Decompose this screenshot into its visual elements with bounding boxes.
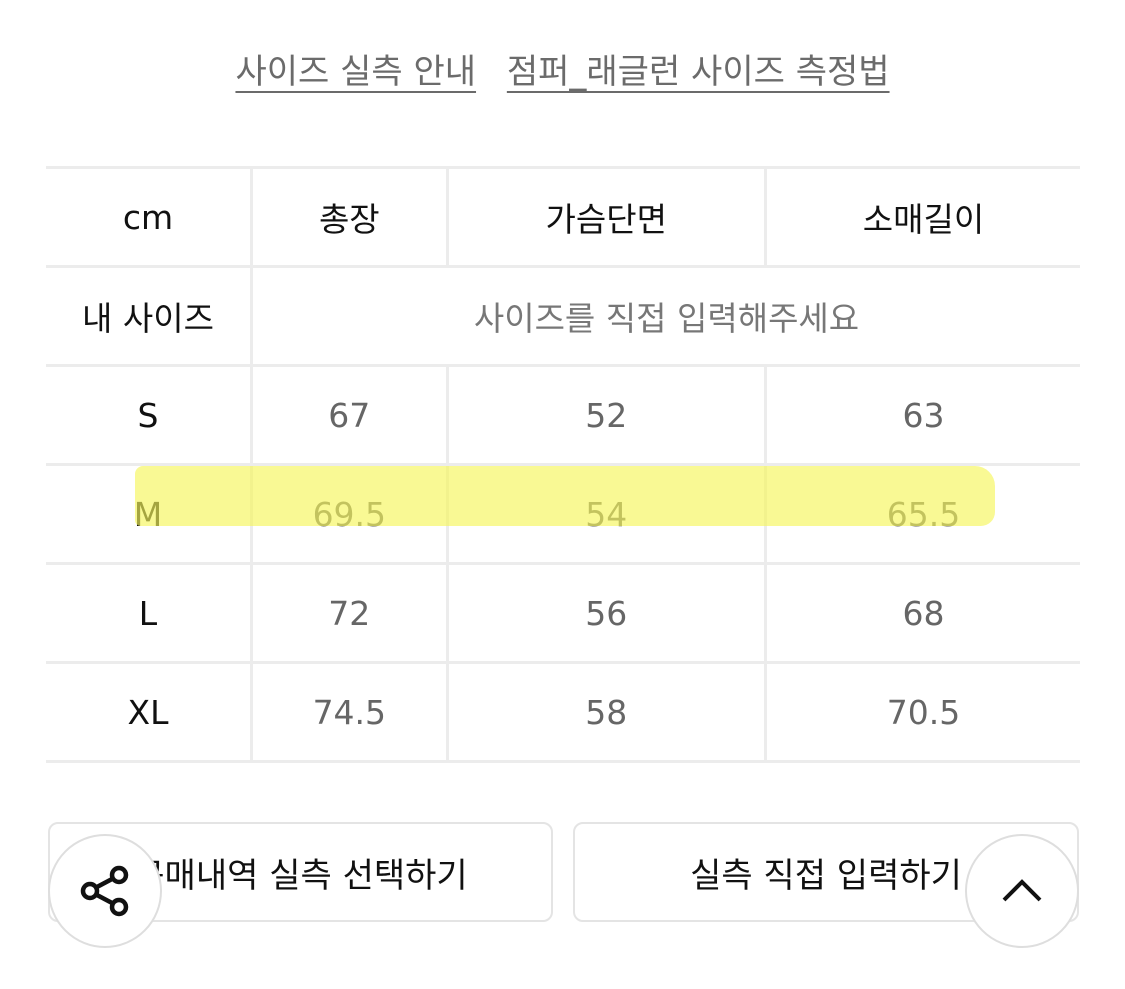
table-cell: 69.5: [250, 463, 449, 565]
table-row: XL 74.5 58 70.5: [46, 661, 1080, 763]
button-label: 구매내역 실측 선택하기: [133, 855, 468, 896]
button-label: 실측 직접 입력하기: [690, 855, 962, 896]
my-size-row: 내 사이즈 사이즈를 직접 입력해주세요: [46, 265, 1080, 367]
column-header: 소매길이: [763, 166, 1080, 268]
size-label: M: [46, 463, 253, 565]
table-cell: 74.5: [250, 661, 449, 763]
measure-method-link[interactable]: 점퍼_래글런 사이즈 측정법: [506, 52, 890, 92]
table-row: S 67 52 63: [46, 364, 1080, 466]
table-header-row: cm 총장 가슴단면 소매길이: [46, 166, 1080, 268]
table-cell: 63: [763, 364, 1080, 466]
my-size-label: 내 사이즈: [46, 265, 253, 367]
scroll-top-button[interactable]: [965, 834, 1079, 948]
size-guide-link[interactable]: 사이즈 실측 안내: [235, 52, 477, 92]
table-cell: 54: [445, 463, 767, 565]
size-label: S: [46, 364, 253, 466]
size-label: XL: [46, 661, 253, 763]
share-button[interactable]: [48, 834, 162, 948]
table-cell: 65.5: [763, 463, 1080, 565]
size-label: L: [46, 562, 253, 664]
table-cell: 68: [763, 562, 1080, 664]
table-cell: 67: [250, 364, 449, 466]
column-header: 가슴단면: [445, 166, 767, 268]
table-row: M 69.5 54 65.5: [46, 463, 1080, 565]
unit-label: cm: [46, 166, 253, 268]
table-cell: 72: [250, 562, 449, 664]
chevron-up-icon: [1002, 879, 1042, 902]
table-row: L 72 56 68: [46, 562, 1080, 664]
table-cell: 70.5: [763, 661, 1080, 763]
table-cell: 58: [445, 661, 767, 763]
size-links: 사이즈 실측 안내 점퍼_래글런 사이즈 측정법: [0, 44, 1125, 93]
share-icon: [80, 865, 129, 917]
size-table: cm 총장 가슴단면 소매길이 내 사이즈 사이즈를 직접 입력해주세요 S 6…: [46, 166, 1080, 763]
column-header: 총장: [250, 166, 449, 268]
table-cell: 56: [445, 562, 767, 664]
table-cell: 52: [445, 364, 767, 466]
my-size-input[interactable]: 사이즈를 직접 입력해주세요: [250, 265, 1080, 367]
